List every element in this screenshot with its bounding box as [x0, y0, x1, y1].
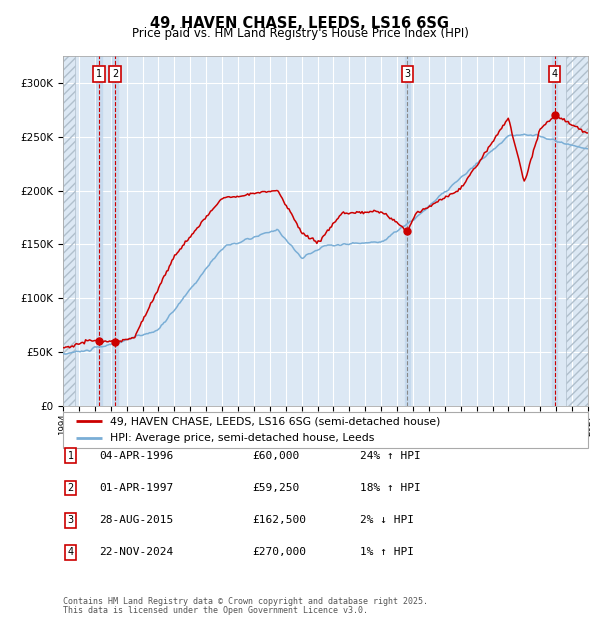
- Text: 04-APR-1996: 04-APR-1996: [99, 451, 173, 461]
- Text: 49, HAVEN CHASE, LEEDS, LS16 6SG (semi-detached house): 49, HAVEN CHASE, LEEDS, LS16 6SG (semi-d…: [110, 417, 440, 427]
- Text: 2: 2: [68, 483, 74, 493]
- Text: 24% ↑ HPI: 24% ↑ HPI: [360, 451, 421, 461]
- Text: Price paid vs. HM Land Registry's House Price Index (HPI): Price paid vs. HM Land Registry's House …: [131, 27, 469, 40]
- Bar: [405, 56, 410, 406]
- Text: £162,500: £162,500: [252, 515, 306, 525]
- Text: 2% ↓ HPI: 2% ↓ HPI: [360, 515, 414, 525]
- Text: 49, HAVEN CHASE, LEEDS, LS16 6SG: 49, HAVEN CHASE, LEEDS, LS16 6SG: [151, 16, 449, 30]
- Bar: [97, 56, 102, 406]
- Text: 1% ↑ HPI: 1% ↑ HPI: [360, 547, 414, 557]
- Text: 1: 1: [96, 69, 102, 79]
- Text: 4: 4: [551, 69, 557, 79]
- Text: HPI: Average price, semi-detached house, Leeds: HPI: Average price, semi-detached house,…: [110, 433, 374, 443]
- Text: £270,000: £270,000: [252, 547, 306, 557]
- Text: 3: 3: [404, 69, 410, 79]
- Text: 3: 3: [68, 515, 74, 525]
- Text: 22-NOV-2024: 22-NOV-2024: [99, 547, 173, 557]
- Bar: [112, 56, 118, 406]
- Bar: [552, 56, 557, 406]
- Text: 2: 2: [112, 69, 118, 79]
- Text: 1: 1: [68, 451, 74, 461]
- Text: 18% ↑ HPI: 18% ↑ HPI: [360, 483, 421, 493]
- Text: 4: 4: [68, 547, 74, 557]
- Text: £60,000: £60,000: [252, 451, 299, 461]
- FancyBboxPatch shape: [63, 412, 588, 448]
- Text: This data is licensed under the Open Government Licence v3.0.: This data is licensed under the Open Gov…: [63, 606, 368, 615]
- Text: £59,250: £59,250: [252, 483, 299, 493]
- Text: 01-APR-1997: 01-APR-1997: [99, 483, 173, 493]
- Text: 28-AUG-2015: 28-AUG-2015: [99, 515, 173, 525]
- Text: Contains HM Land Registry data © Crown copyright and database right 2025.: Contains HM Land Registry data © Crown c…: [63, 597, 428, 606]
